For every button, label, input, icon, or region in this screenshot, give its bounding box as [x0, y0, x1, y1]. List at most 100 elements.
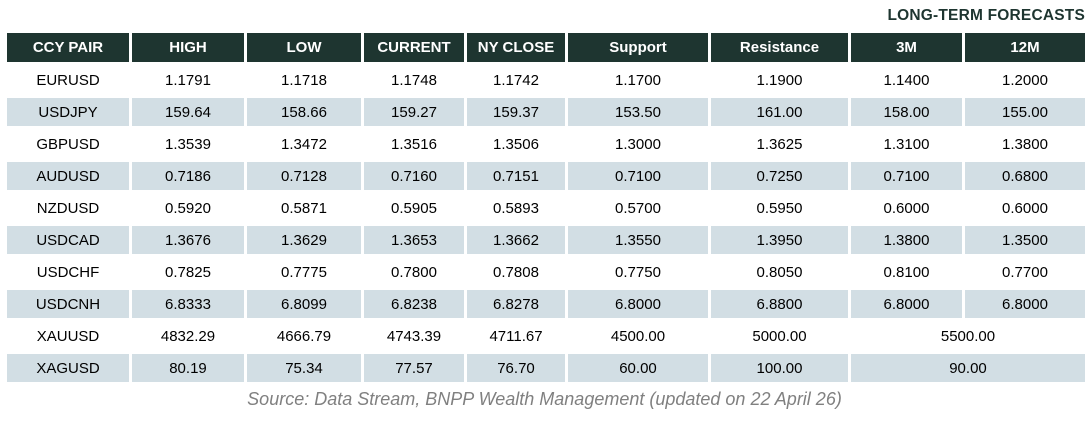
col-header-resistance: Resistance: [711, 33, 848, 62]
cell-pair: USDCNH: [7, 290, 129, 318]
cell-current: 0.5905: [364, 194, 464, 222]
header-row: CCY PAIR HIGH LOW CURRENT NY CLOSE Suppo…: [7, 33, 1085, 62]
cell-forecast-merged: 90.00: [851, 354, 1085, 382]
cell-resistance: 0.5950: [711, 194, 848, 222]
table-row-eurusd: EURUSD 1.1791 1.1718 1.1748 1.1742 1.170…: [7, 66, 1085, 94]
cell-resistance: 1.3950: [711, 226, 848, 254]
cell-12m: 1.3500: [965, 226, 1085, 254]
cell-3m: 0.8100: [851, 258, 962, 286]
cell-low: 4666.79: [247, 322, 361, 350]
cell-support: 153.50: [568, 98, 708, 126]
table-row-xagusd: XAGUSD 80.19 75.34 77.57 76.70 60.00 100…: [7, 354, 1085, 382]
cell-resistance: 1.3625: [711, 130, 848, 158]
table-row-usdjpy: USDJPY 159.64 158.66 159.27 159.37 153.5…: [7, 98, 1085, 126]
cell-current: 0.7160: [364, 162, 464, 190]
cell-resistance: 5000.00: [711, 322, 848, 350]
cell-low: 75.34: [247, 354, 361, 382]
cell-high: 80.19: [132, 354, 244, 382]
cell-pair: USDCHF: [7, 258, 129, 286]
col-header-12m: 12M: [965, 33, 1085, 62]
cell-3m: 1.3800: [851, 226, 962, 254]
cell-support: 0.5700: [568, 194, 708, 222]
table-row-gbpusd: GBPUSD 1.3539 1.3472 1.3516 1.3506 1.300…: [7, 130, 1085, 158]
cell-low: 1.3629: [247, 226, 361, 254]
cell-resistance: 1.1900: [711, 66, 848, 94]
cell-low: 0.7128: [247, 162, 361, 190]
cell-high: 1.1791: [132, 66, 244, 94]
cell-pair: USDCAD: [7, 226, 129, 254]
cell-support: 60.00: [568, 354, 708, 382]
long-term-forecasts-label: LONG-TERM FORECASTS: [887, 7, 1085, 24]
cell-ny-close: 1.3662: [467, 226, 565, 254]
cell-3m: 1.3100: [851, 130, 962, 158]
cell-ny-close: 1.3506: [467, 130, 565, 158]
cell-support: 0.7100: [568, 162, 708, 190]
cell-pair: USDJPY: [7, 98, 129, 126]
cell-12m: 6.8000: [965, 290, 1085, 318]
cell-pair: NZDUSD: [7, 194, 129, 222]
cell-pair: AUDUSD: [7, 162, 129, 190]
cell-3m: 0.7100: [851, 162, 962, 190]
cell-resistance: 0.7250: [711, 162, 848, 190]
cell-ny-close: 4711.67: [467, 322, 565, 350]
col-header-ny-close: NY CLOSE: [467, 33, 565, 62]
cell-high: 1.3539: [132, 130, 244, 158]
col-header-3m: 3M: [851, 33, 962, 62]
cell-resistance: 0.8050: [711, 258, 848, 286]
cell-high: 4832.29: [132, 322, 244, 350]
cell-resistance: 100.00: [711, 354, 848, 382]
cell-ny-close: 159.37: [467, 98, 565, 126]
cell-high: 0.7825: [132, 258, 244, 286]
table-row-nzdusd: NZDUSD 0.5920 0.5871 0.5905 0.5893 0.570…: [7, 194, 1085, 222]
cell-12m: 1.3800: [965, 130, 1085, 158]
fx-forecast-table: CCY PAIR HIGH LOW CURRENT NY CLOSE Suppo…: [4, 29, 1088, 386]
cell-ny-close: 0.7808: [467, 258, 565, 286]
cell-3m: 1.1400: [851, 66, 962, 94]
cell-pair: XAGUSD: [7, 354, 129, 382]
cell-support: 6.8000: [568, 290, 708, 318]
cell-12m: 0.7700: [965, 258, 1085, 286]
col-header-support: Support: [568, 33, 708, 62]
cell-support: 0.7750: [568, 258, 708, 286]
cell-12m: 155.00: [965, 98, 1085, 126]
cell-12m: 0.6000: [965, 194, 1085, 222]
cell-low: 6.8099: [247, 290, 361, 318]
source-caption: Source: Data Stream, BNPP Wealth Managem…: [247, 389, 842, 409]
cell-ny-close: 6.8278: [467, 290, 565, 318]
cell-support: 4500.00: [568, 322, 708, 350]
cell-high: 1.3676: [132, 226, 244, 254]
cell-low: 1.3472: [247, 130, 361, 158]
col-header-current: CURRENT: [364, 33, 464, 62]
table-row-usdcad: USDCAD 1.3676 1.3629 1.3653 1.3662 1.355…: [7, 226, 1085, 254]
cell-ny-close: 76.70: [467, 354, 565, 382]
cell-3m: 6.8000: [851, 290, 962, 318]
cell-current: 0.7800: [364, 258, 464, 286]
col-header-high: HIGH: [132, 33, 244, 62]
cell-support: 1.3550: [568, 226, 708, 254]
cell-current: 159.27: [364, 98, 464, 126]
cell-ny-close: 0.7151: [467, 162, 565, 190]
cell-current: 1.3653: [364, 226, 464, 254]
table-row-audusd: AUDUSD 0.7186 0.7128 0.7160 0.7151 0.710…: [7, 162, 1085, 190]
cell-pair: XAUUSD: [7, 322, 129, 350]
table-row-xauusd: XAUUSD 4832.29 4666.79 4743.39 4711.67 4…: [7, 322, 1085, 350]
cell-current: 6.8238: [364, 290, 464, 318]
cell-support: 1.3000: [568, 130, 708, 158]
cell-pair: GBPUSD: [7, 130, 129, 158]
cell-ny-close: 0.5893: [467, 194, 565, 222]
cell-current: 1.3516: [364, 130, 464, 158]
col-header-ccy-pair: CCY PAIR: [7, 33, 129, 62]
cell-low: 0.7775: [247, 258, 361, 286]
cell-3m: 0.6000: [851, 194, 962, 222]
cell-forecast-merged: 5500.00: [851, 322, 1085, 350]
cell-high: 159.64: [132, 98, 244, 126]
table-row-usdchf: USDCHF 0.7825 0.7775 0.7800 0.7808 0.775…: [7, 258, 1085, 286]
cell-current: 1.1748: [364, 66, 464, 94]
cell-ny-close: 1.1742: [467, 66, 565, 94]
cell-resistance: 161.00: [711, 98, 848, 126]
table-body: EURUSD 1.1791 1.1718 1.1748 1.1742 1.170…: [7, 66, 1085, 382]
cell-3m: 158.00: [851, 98, 962, 126]
table-row-usdcnh: USDCNH 6.8333 6.8099 6.8238 6.8278 6.800…: [7, 290, 1085, 318]
cell-high: 0.7186: [132, 162, 244, 190]
